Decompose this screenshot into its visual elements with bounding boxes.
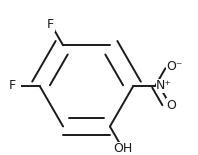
Text: F: F — [8, 79, 15, 92]
Text: OH: OH — [113, 142, 132, 155]
Text: O: O — [166, 99, 176, 112]
Text: N⁺: N⁺ — [156, 79, 172, 92]
Text: O⁻: O⁻ — [166, 60, 183, 73]
Text: F: F — [47, 18, 54, 31]
